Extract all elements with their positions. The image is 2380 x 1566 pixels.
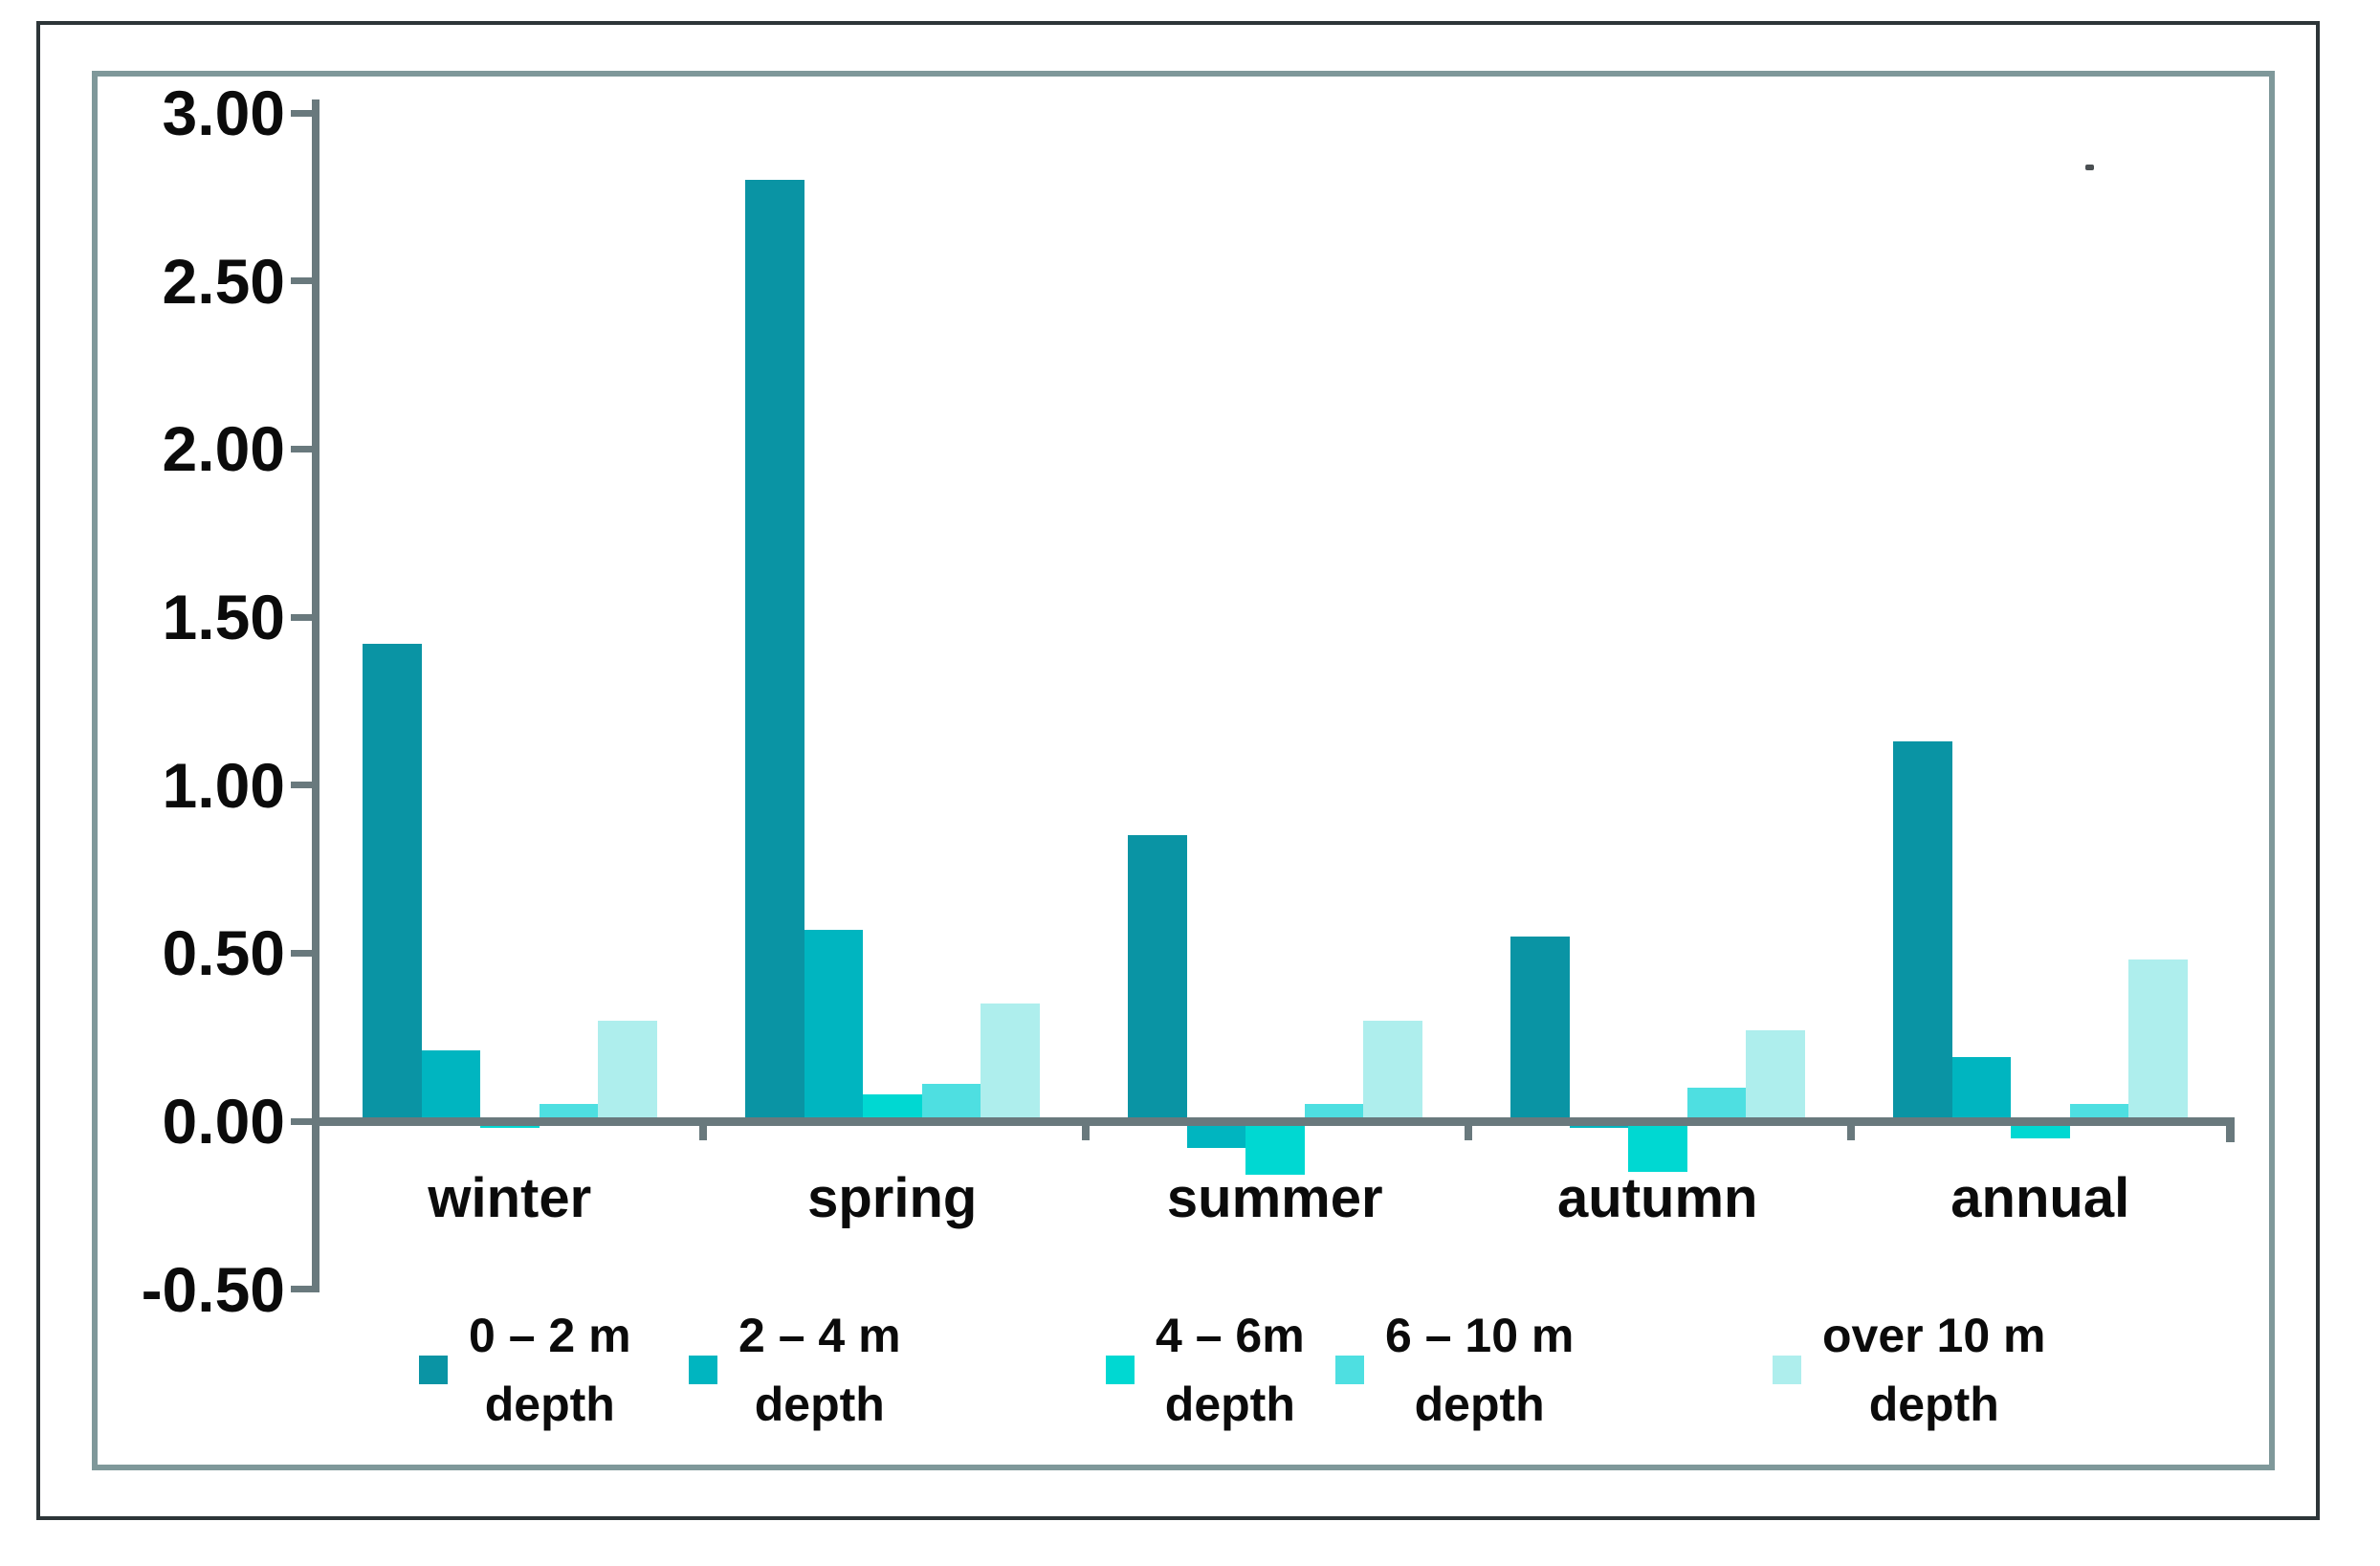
category-label-summer: summer xyxy=(1166,1167,1383,1229)
bar-summer-over-10-m-depth xyxy=(1363,1020,1422,1121)
y-tick-label--0.50: -0.50 xyxy=(141,1253,285,1325)
x-axis-end-hook xyxy=(2226,1117,2235,1142)
bar-autumn-4-6m-depth xyxy=(1628,1121,1687,1172)
bar-annual-2-4-m-depth xyxy=(1951,1057,2011,1121)
legend-swatch-4-6m-depth xyxy=(1106,1356,1135,1384)
legend-entry-2-4-m-depth: 2 – 4 m depth xyxy=(689,1299,901,1441)
y-tick-label-1.50: 1.50 xyxy=(162,582,285,653)
category-label-winter: winter xyxy=(428,1167,592,1229)
bar-summer-0-2-m-depth xyxy=(1128,835,1187,1121)
y-tick-label-2.00: 2.00 xyxy=(162,413,285,485)
group-separator-tick xyxy=(1465,1121,1472,1140)
bar-spring-4-6m-depth xyxy=(863,1093,922,1121)
y-tick-2.00 xyxy=(291,445,316,452)
group-separator-tick xyxy=(699,1121,707,1140)
chart-inner-frame xyxy=(92,71,2275,1470)
category-label-annual: annual xyxy=(1950,1167,2130,1229)
y-tick-0.50 xyxy=(291,949,316,957)
y-tick-1.50 xyxy=(291,613,316,621)
legend-label-line1: 2 – 4 m xyxy=(738,1309,901,1362)
category-label-spring: spring xyxy=(807,1167,978,1229)
y-tick-label-0.00: 0.00 xyxy=(162,1086,285,1157)
bar-winter-6-10-m-depth xyxy=(539,1104,598,1121)
y-tick-1.00 xyxy=(291,782,316,789)
category-label-autumn: autumn xyxy=(1557,1167,1758,1229)
legend-entry-4-6m-depth: 4 – 6m depth xyxy=(1106,1299,1305,1441)
legend-swatch-0-2-m-depth xyxy=(419,1356,448,1384)
bar-autumn-over-10-m-depth xyxy=(1746,1030,1805,1121)
bar-spring-over-10-m-depth xyxy=(981,1004,1040,1121)
y-tick-label-3.00: 3.00 xyxy=(162,77,285,149)
legend-swatch-2-4-m-depth xyxy=(689,1356,717,1384)
legend-label-line1: 0 – 2 m xyxy=(469,1309,631,1362)
legend-label-line1: 6 – 10 m xyxy=(1385,1309,1575,1362)
y-tick-0.00 xyxy=(291,1117,316,1125)
bar-winter-over-10-m-depth xyxy=(598,1020,657,1121)
legend-label-line2: depth xyxy=(484,1378,615,1431)
legend-label-0-2-m-depth: 0 – 2 m depth xyxy=(469,1301,631,1439)
y-tick-3.00 xyxy=(291,109,316,117)
group-separator-tick xyxy=(1847,1121,1855,1140)
y-tick--0.50 xyxy=(291,1286,316,1293)
y-tick-label-0.50: 0.50 xyxy=(162,917,285,989)
bar-annual-over-10-m-depth xyxy=(2128,959,2188,1121)
bar-summer-6-10-m-depth xyxy=(1304,1104,1363,1121)
bar-spring-2-4-m-depth xyxy=(804,929,863,1121)
legend-label-line2: depth xyxy=(1868,1378,1999,1431)
legend-label-2-4-m-depth: 2 – 4 m depth xyxy=(738,1301,901,1439)
bar-autumn-6-10-m-depth xyxy=(1686,1087,1746,1121)
bar-annual-0-2-m-depth xyxy=(1893,741,1952,1121)
bar-summer-4-6m-depth xyxy=(1245,1121,1305,1176)
legend-label-6-10-m-depth: 6 – 10 m depth xyxy=(1385,1301,1574,1439)
legend-entry-6-10-m-depth: 6 – 10 m depth xyxy=(1335,1299,1574,1441)
group-separator-tick xyxy=(1082,1121,1090,1140)
speck-artifact xyxy=(2085,165,2094,170)
legend-label-over-10-m-depth: over 10 m depth xyxy=(1822,1301,2045,1439)
y-tick-label-2.50: 2.50 xyxy=(162,245,285,317)
y-tick-label-1.00: 1.00 xyxy=(162,749,285,821)
legend-entry-0-2-m-depth: 0 – 2 m depth xyxy=(419,1299,631,1441)
bar-winter-2-4-m-depth xyxy=(421,1050,480,1121)
legend-label-line1: over 10 m xyxy=(1822,1309,2046,1362)
bar-autumn-0-2-m-depth xyxy=(1510,936,1570,1121)
legend-label-line2: depth xyxy=(754,1378,885,1431)
legend-label-line1: 4 – 6m xyxy=(1156,1309,1305,1362)
outer-frame xyxy=(36,21,2320,1520)
y-tick-2.50 xyxy=(291,277,316,285)
bar-winter-0-2-m-depth xyxy=(363,644,422,1121)
x-axis-line xyxy=(312,1117,2235,1126)
bar-spring-0-2-m-depth xyxy=(745,180,804,1121)
legend-swatch-6-10-m-depth xyxy=(1335,1356,1364,1384)
legend-entry-over-10-m-depth: over 10 m depth xyxy=(1773,1299,2045,1441)
legend-label-4-6m-depth: 4 – 6m depth xyxy=(1156,1301,1305,1439)
legend-label-line2: depth xyxy=(1414,1378,1545,1431)
bar-annual-6-10-m-depth xyxy=(2069,1104,2128,1121)
legend-swatch-over-10-m-depth xyxy=(1773,1356,1801,1384)
legend-label-line2: depth xyxy=(1164,1378,1295,1431)
y-axis-line xyxy=(312,99,320,1292)
bar-spring-6-10-m-depth xyxy=(921,1084,981,1121)
